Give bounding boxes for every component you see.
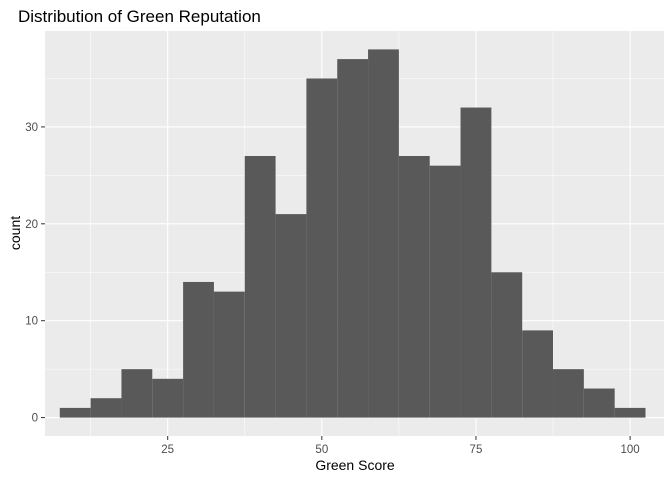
x-tick-label: 50	[315, 444, 328, 456]
histogram-bar-0	[59, 407, 91, 418]
histogram-bar-16	[553, 369, 584, 418]
histogram-bar-14	[491, 272, 523, 418]
histogram-bar-10	[368, 49, 399, 418]
histogram-bar-18	[614, 407, 646, 418]
histogram-bar-3	[152, 378, 184, 418]
histogram-bar-7	[275, 214, 307, 418]
histogram-bar-5	[213, 291, 245, 418]
histogram-bar-4	[183, 281, 214, 418]
histogram-bar-17	[583, 388, 615, 418]
x-tick-label: 75	[470, 444, 483, 456]
y-tick-label: 30	[25, 122, 38, 134]
histogram-bar-12	[429, 165, 461, 418]
y-tick-label: 10	[25, 316, 38, 328]
y-tick-label: 20	[25, 219, 38, 231]
x-axis-label: Green Score	[315, 457, 395, 473]
y-tick-label: 0	[32, 413, 38, 425]
histogram-bar-6	[244, 155, 276, 418]
histogram-bar-8	[306, 78, 338, 418]
histogram-bar-15	[522, 330, 554, 418]
histogram-bar-1	[90, 398, 122, 418]
x-tick-label: 100	[620, 444, 639, 456]
histogram-bar-11	[398, 155, 430, 418]
chart-title: Distribution of Green Reputation	[18, 7, 261, 26]
y-axis-label: count	[7, 216, 23, 250]
x-tick-label: 25	[161, 444, 174, 456]
histogram-bar-2	[121, 369, 153, 418]
histogram-bar-9	[337, 59, 369, 418]
histogram-bar-13	[460, 107, 492, 418]
